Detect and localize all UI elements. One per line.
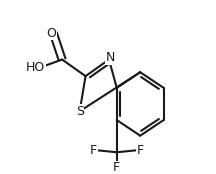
Text: F: F [90,144,97,157]
Text: O: O [46,27,56,40]
Text: F: F [113,161,120,174]
Text: N: N [105,51,115,64]
Text: S: S [76,105,84,118]
Text: HO: HO [26,61,45,74]
Text: F: F [137,144,144,157]
